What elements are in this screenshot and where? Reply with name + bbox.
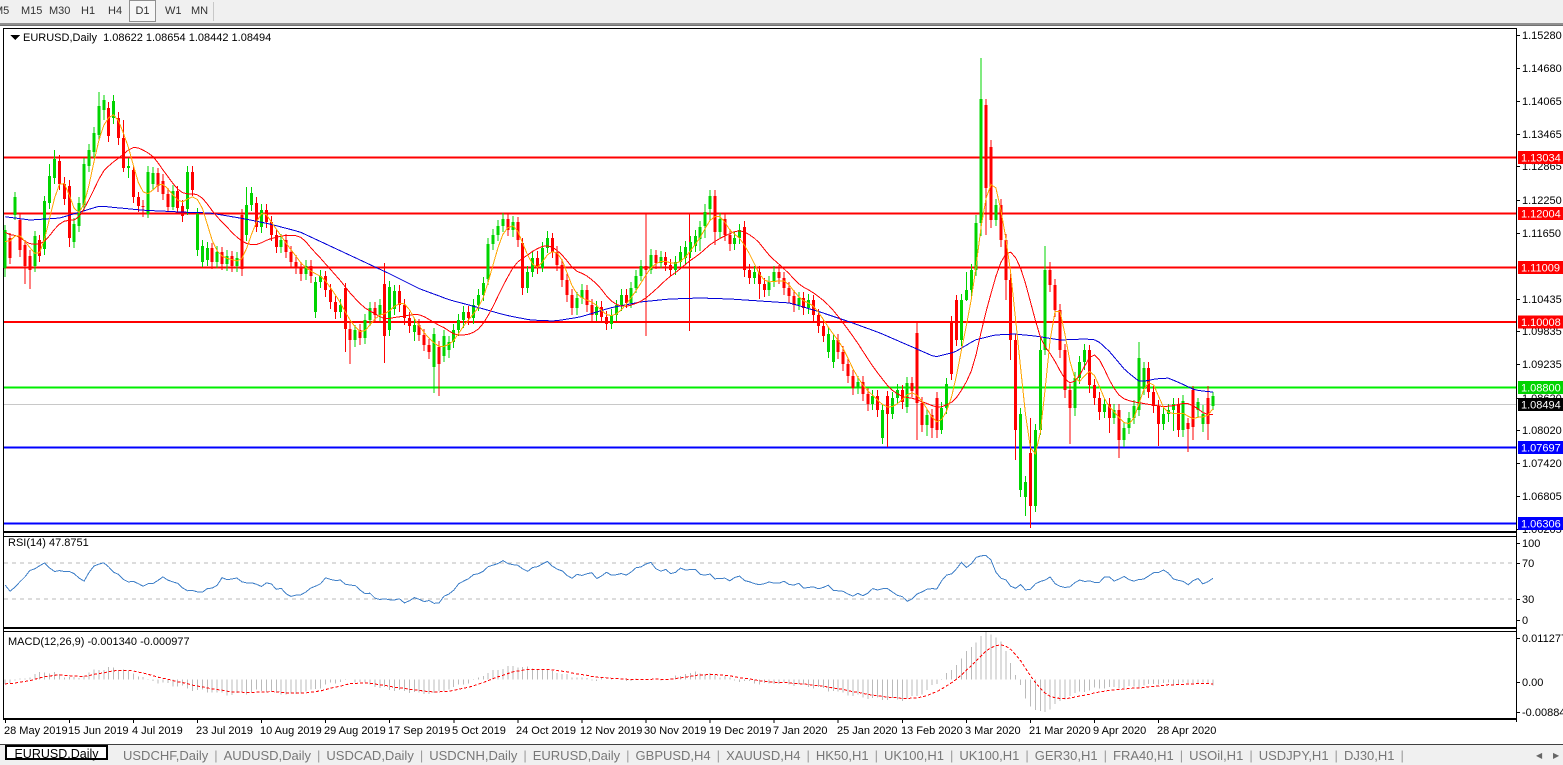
svg-text:30 Nov 2019: 30 Nov 2019	[644, 725, 706, 737]
svg-text:3 Mar 2020: 3 Mar 2020	[965, 725, 1021, 737]
svg-text:7 Jan 2020: 7 Jan 2020	[773, 725, 827, 737]
svg-text:0.00: 0.00	[1522, 677, 1543, 689]
svg-text:-0.008845: -0.008845	[1522, 707, 1563, 719]
svg-text:1.13465: 1.13465	[1522, 129, 1562, 141]
svg-text:1.12865: 1.12865	[1522, 161, 1562, 173]
svg-text:4 Jul 2019: 4 Jul 2019	[132, 725, 183, 737]
svg-text:0.011277: 0.011277	[1522, 633, 1563, 645]
svg-text:1.11650: 1.11650	[1522, 228, 1561, 240]
svg-text:1.14680: 1.14680	[1522, 63, 1562, 75]
svg-text:70: 70	[1522, 558, 1534, 570]
svg-text:1.13034: 1.13034	[1521, 152, 1561, 164]
svg-text:21 Mar 2020: 21 Mar 2020	[1029, 725, 1091, 737]
svg-text:24 Oct 2019: 24 Oct 2019	[516, 725, 576, 737]
svg-text:29 Aug 2019: 29 Aug 2019	[324, 725, 386, 737]
svg-text:1.14065: 1.14065	[1522, 96, 1562, 108]
svg-text:28 May 2019: 28 May 2019	[4, 725, 68, 737]
svg-text:19 Dec 2019: 19 Dec 2019	[709, 725, 771, 737]
svg-text:1.12250: 1.12250	[1522, 195, 1562, 207]
svg-text:1.06805: 1.06805	[1522, 491, 1562, 503]
svg-text:10 Aug 2019: 10 Aug 2019	[260, 725, 322, 737]
svg-text:15 Jun 2019: 15 Jun 2019	[68, 725, 129, 737]
svg-text:1.07420: 1.07420	[1522, 458, 1562, 470]
svg-text:1.08800: 1.08800	[1521, 383, 1561, 395]
svg-text:23 Jul 2019: 23 Jul 2019	[196, 725, 253, 737]
svg-text:EURUSD,Daily 1.08622 1.08654: EURUSD,Daily 1.08622 1.08654 1.08442 1.0…	[23, 32, 271, 44]
svg-text:25 Jan 2020: 25 Jan 2020	[837, 725, 898, 737]
svg-text:1.08494: 1.08494	[1521, 399, 1561, 411]
svg-text:12 Nov 2019: 12 Nov 2019	[580, 725, 642, 737]
svg-text:MACD(12,26,9) -0.001340 -0.000: MACD(12,26,9) -0.001340 -0.000977	[8, 636, 190, 648]
svg-text:1.10435: 1.10435	[1522, 294, 1562, 306]
svg-text:1.12004: 1.12004	[1521, 208, 1561, 220]
svg-text:30: 30	[1522, 594, 1534, 606]
svg-text:RSI(14) 47.8751: RSI(14) 47.8751	[8, 537, 89, 549]
svg-text:1.10008: 1.10008	[1521, 317, 1561, 329]
svg-text:1.15280: 1.15280	[1522, 30, 1562, 42]
svg-text:100: 100	[1522, 538, 1540, 550]
svg-text:13 Feb 2020: 13 Feb 2020	[901, 725, 963, 737]
svg-text:1.11009: 1.11009	[1521, 262, 1560, 274]
svg-text:1.09835: 1.09835	[1522, 326, 1562, 338]
svg-text:0: 0	[1522, 615, 1528, 627]
svg-text:1.06306: 1.06306	[1521, 518, 1561, 530]
svg-text:1.08020: 1.08020	[1522, 425, 1562, 437]
svg-text:5 Oct 2019: 5 Oct 2019	[452, 725, 506, 737]
svg-text:1.07697: 1.07697	[1521, 443, 1561, 455]
svg-text:17 Sep 2019: 17 Sep 2019	[388, 725, 450, 737]
svg-text:9 Apr 2020: 9 Apr 2020	[1093, 725, 1146, 737]
svg-text:1.09235: 1.09235	[1522, 359, 1562, 371]
svg-text:28 Apr 2020: 28 Apr 2020	[1157, 725, 1216, 737]
